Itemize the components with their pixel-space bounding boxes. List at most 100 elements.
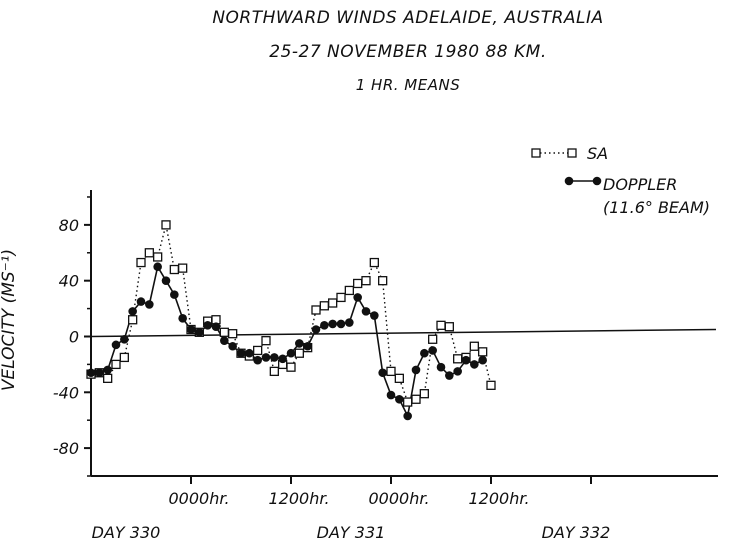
doppler-point	[153, 262, 162, 272]
sa-point	[128, 315, 138, 325]
doppler-point	[103, 365, 112, 375]
doppler-point	[86, 368, 96, 378]
sa-point	[161, 220, 171, 230]
tick-labels: 80 40 0 -40 -80 0000hr. 1200hr. 0000hr. 1200hr. D…	[53, 216, 610, 539]
sa-point	[253, 345, 263, 356]
doppler-point	[186, 325, 196, 334]
doppler-point	[303, 341, 312, 351]
doppler-point	[95, 368, 104, 378]
doppler-point	[270, 353, 279, 362]
doppler-point	[411, 365, 421, 375]
sa-point	[419, 389, 429, 399]
doppler-point	[470, 360, 479, 369]
doppler-point	[445, 371, 454, 380]
doppler-point	[345, 318, 354, 327]
chart-title-line-3: 1 HR. MEANS	[355, 76, 461, 94]
legend-label-doppler-beam: (11.6° BEAM)	[603, 198, 711, 217]
doppler-point	[261, 353, 271, 362]
doppler-point	[370, 311, 379, 320]
doppler-point	[478, 355, 487, 365]
doppler-point	[236, 348, 246, 358]
sa-point	[344, 285, 354, 296]
x-tick-label: 1200hr.	[468, 489, 529, 508]
doppler-point	[245, 348, 254, 358]
sa-point	[144, 248, 154, 258]
doppler-point	[228, 341, 237, 351]
y-tick-label: 0	[69, 327, 79, 346]
sa-point	[311, 305, 321, 315]
doppler-point	[161, 276, 171, 285]
sa-point	[361, 276, 371, 286]
axes	[90, 190, 718, 477]
sa-point	[453, 354, 463, 364]
sa-point	[119, 352, 129, 363]
y-tick-label: 40	[59, 272, 79, 291]
doppler-point	[170, 290, 179, 299]
doppler-point	[311, 325, 321, 334]
doppler-point	[361, 307, 371, 316]
sa-point	[286, 362, 296, 372]
doppler-point	[178, 314, 187, 323]
doppler-point	[145, 300, 154, 309]
doppler-point	[203, 321, 212, 330]
doppler-point	[436, 362, 446, 372]
sa-point	[111, 359, 121, 370]
doppler-point	[220, 336, 229, 345]
legend-label-doppler: DOPPLER	[603, 175, 678, 194]
doppler-point	[111, 340, 121, 350]
tick-marks	[84, 196, 592, 484]
x-tick-label: 1200hr.	[268, 489, 329, 508]
sa-point	[436, 320, 446, 330]
sa-point	[178, 263, 188, 273]
sa-point	[403, 397, 413, 407]
y-tick-label: -40	[53, 383, 79, 402]
doppler-point	[386, 390, 396, 400]
sa-point	[103, 373, 113, 383]
sa-point	[169, 264, 179, 275]
sa-point	[269, 366, 279, 377]
doppler-point	[420, 348, 429, 358]
doppler-point	[328, 319, 337, 329]
doppler-point	[378, 368, 387, 378]
sa-point	[478, 347, 488, 357]
sa-point	[219, 327, 229, 337]
sa-point	[428, 334, 438, 344]
doppler-point	[195, 328, 204, 337]
series-markers	[86, 220, 496, 421]
sa-point	[444, 322, 454, 332]
doppler-point	[453, 367, 462, 376]
doppler-point	[295, 339, 304, 348]
sa-point	[411, 394, 421, 404]
y-tick-label: 80	[59, 216, 79, 235]
sa-point	[328, 298, 338, 308]
chart-title-line-1: NORTHWARD WINDS ADELAIDE, AUSTRALIA	[212, 8, 604, 28]
sa-point	[336, 292, 346, 303]
sa-point	[294, 348, 304, 358]
doppler-point	[428, 346, 437, 355]
chart-title-line-2: 25-27 NOVEMBER 1980 88 KM.	[269, 42, 547, 62]
x-tick-label: 0000hr.	[168, 489, 229, 508]
legend-label-sa: SA	[587, 144, 609, 163]
day-label: DAY 330	[92, 523, 161, 539]
sa-point	[369, 257, 379, 268]
x-tick-label: 0000hr.	[368, 489, 429, 508]
sa-point	[136, 257, 146, 268]
doppler-point	[128, 307, 137, 316]
legend	[531, 148, 602, 186]
day-label: DAY 332	[542, 523, 611, 539]
legend-marker-doppler	[592, 176, 602, 186]
sa-point	[228, 329, 238, 339]
y-axis-label: VELOCITY (MS⁻¹)	[0, 248, 20, 392]
legend-marker-sa	[531, 148, 541, 158]
sa-point	[486, 380, 496, 390]
sa-point	[378, 276, 388, 286]
doppler-point	[211, 322, 221, 332]
y-tick-label: -80	[53, 439, 79, 458]
doppler-point	[120, 334, 129, 344]
doppler-point	[353, 293, 362, 302]
doppler-point	[278, 354, 287, 364]
sa-point	[261, 336, 271, 346]
zero-line	[90, 328, 717, 338]
sa-point	[319, 301, 329, 311]
